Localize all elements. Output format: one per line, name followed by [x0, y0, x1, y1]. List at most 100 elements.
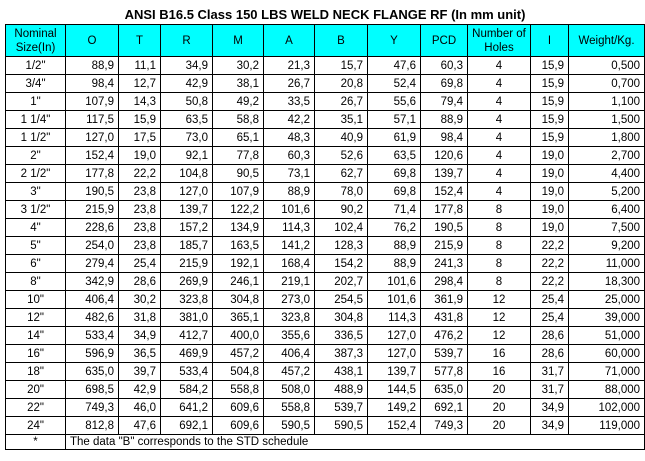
table-cell: 71,000: [567, 362, 645, 381]
table-cell: 7,500: [567, 218, 645, 237]
table-cell: 1": [5, 92, 66, 111]
table-cell: 152,4: [65, 146, 119, 165]
table-cell: 79,4: [420, 92, 468, 111]
table-cell: 215,9: [420, 236, 468, 255]
table-cell: 107,9: [212, 182, 264, 201]
table-cell: 5": [5, 236, 66, 255]
table-cell: 4: [467, 182, 531, 201]
table-cell: 2 1/2": [5, 164, 66, 183]
table-cell: 62,7: [314, 164, 368, 183]
table-cell: 279,4: [65, 254, 119, 273]
table-cell: 10": [5, 290, 66, 309]
table-cell: 1 1/4": [5, 110, 66, 129]
table-cell: 215,9: [65, 200, 119, 219]
table-cell: 6,400: [567, 200, 645, 219]
footer-row: * The data "B" corresponds to the STD sc…: [5, 434, 645, 450]
table-cell: 69,8: [420, 74, 468, 93]
table-cell: 88,9: [367, 254, 421, 273]
table-cell: 60,3: [263, 146, 315, 165]
table-cell: 219,1: [263, 272, 315, 291]
table-row: 14" 533,4 34,9 412,7 400,0 355,6 336,5 127,0 476…: [5, 326, 645, 345]
table-cell: 4: [467, 74, 531, 93]
table-cell: 23,8: [118, 200, 161, 219]
table-cell: 139,7: [160, 200, 213, 219]
table-cell: 3 1/2": [5, 200, 66, 219]
table-cell: 34,9: [530, 416, 569, 435]
table-cell: 60,000: [567, 344, 645, 363]
table-cell: 1,100: [567, 92, 645, 111]
table-cell: 119,000: [567, 416, 645, 435]
table-cell: 12": [5, 308, 66, 327]
table-cell: 40,9: [314, 128, 368, 147]
table-cell: 77,8: [212, 146, 264, 165]
table-cell: 141,2: [263, 236, 315, 255]
table-cell: 431,8: [420, 308, 468, 327]
table-cell: 241,3: [420, 254, 468, 273]
table-cell: 4": [5, 218, 66, 237]
table-cell: 25,000: [567, 290, 645, 309]
table-cell: 35,1: [314, 110, 368, 129]
table-cell: 128,3: [314, 236, 368, 255]
table-cell: 20: [467, 398, 531, 417]
table-cell: 476,2: [420, 326, 468, 345]
table-cell: 92,1: [160, 146, 213, 165]
table-cell: 488,9: [314, 380, 368, 399]
table-cell: 15,9: [530, 56, 569, 75]
table-cell: 120,6: [420, 146, 468, 165]
table-cell: 22,2: [530, 254, 569, 273]
table-cell: 0,700: [567, 74, 645, 93]
table-cell: 57,1: [367, 110, 421, 129]
table-cell: 88,9: [420, 110, 468, 129]
table-cell: 590,5: [263, 416, 315, 435]
table-cell: 12: [467, 326, 531, 345]
table-cell: 36,5: [118, 344, 161, 363]
table-cell: 16: [467, 362, 531, 381]
table-cell: 76,2: [367, 218, 421, 237]
table-cell: 28,6: [530, 344, 569, 363]
flange-table: ANSI B16.5 Class 150 LBS WELD NECK FLANG…: [5, 4, 645, 450]
table-cell: 190,5: [420, 218, 468, 237]
table-row: 2 1/2" 177,8 22,2 104,8 90,5 73,1 62,7 69,8 139,…: [5, 164, 645, 183]
column-header: R: [160, 24, 213, 57]
table-cell: 246,1: [212, 272, 264, 291]
table-cell: 15,9: [530, 128, 569, 147]
table-cell: 21,3: [263, 56, 315, 75]
table-cell: 49,2: [212, 92, 264, 111]
table-cell: 144,5: [367, 380, 421, 399]
table-cell: 90,5: [212, 164, 264, 183]
table-cell: 98,4: [65, 74, 119, 93]
table-cell: 590,5: [314, 416, 368, 435]
table-cell: 107,9: [65, 92, 119, 111]
table-cell: 127,0: [65, 128, 119, 147]
table-cell: 749,3: [420, 416, 468, 435]
table-cell: 98,4: [420, 128, 468, 147]
table-cell: 101,6: [263, 200, 315, 219]
table-cell: 692,1: [160, 416, 213, 435]
table-cell: 361,9: [420, 290, 468, 309]
table-cell: 48,3: [263, 128, 315, 147]
table-cell: 9,200: [567, 236, 645, 255]
table-cell: 0,500: [567, 56, 645, 75]
table-cell: 20: [467, 380, 531, 399]
table-cell: 177,8: [420, 200, 468, 219]
table-cell: 254,0: [65, 236, 119, 255]
table-cell: 31,7: [530, 362, 569, 381]
table-row: 18" 635,0 39,7 533,4 504,8 457,2 438,1 139,7 577…: [5, 362, 645, 381]
table-row: 5" 254,0 23,8 185,7 163,5 141,2 128,3 88,9 215,9…: [5, 236, 645, 255]
table-cell: 33,5: [263, 92, 315, 111]
table-cell: 304,8: [212, 290, 264, 309]
table-cell: 4: [467, 128, 531, 147]
table-cell: 88,000: [567, 380, 645, 399]
table-cell: 73,1: [263, 164, 315, 183]
table-cell: 1,500: [567, 110, 645, 129]
table-cell: 18": [5, 362, 66, 381]
table-cell: 26,7: [314, 92, 368, 111]
table-cell: 51,000: [567, 326, 645, 345]
footnote-marker: *: [5, 434, 66, 450]
table-cell: 102,4: [314, 218, 368, 237]
table-cell: 168,4: [263, 254, 315, 273]
title: ANSI B16.5 Class 150 LBS WELD NECK FLANG…: [124, 6, 526, 22]
table-cell: 52,6: [314, 146, 368, 165]
column-header: Weight/Kg.: [567, 24, 645, 57]
table-cell: 47,6: [367, 56, 421, 75]
